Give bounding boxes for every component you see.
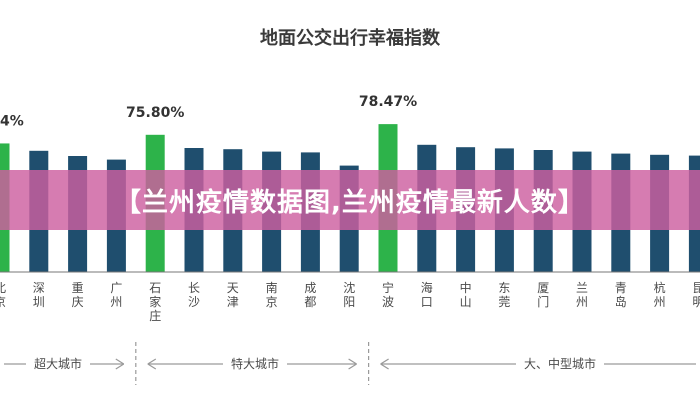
category-label: 青岛 (615, 281, 627, 309)
category-label: 中山 (460, 280, 472, 309)
group-label: 超大城市 (34, 356, 82, 371)
category-label: 杭州 (654, 280, 666, 309)
category-label: 东莞 (498, 281, 510, 309)
category-label: 海口 (421, 280, 433, 309)
category-label: 昆明 (692, 281, 700, 309)
category-label: 兰州 (576, 281, 588, 309)
data-label-宁波: 78.47% (359, 94, 417, 110)
category-label: 天津 (227, 281, 239, 309)
category-label: 厦门 (537, 281, 549, 309)
category-label: 广州 (110, 281, 122, 309)
category-label: 宁波 (382, 280, 394, 309)
category-label: 南京 (266, 280, 278, 309)
arrow-right-icon (348, 358, 357, 370)
data-label-北京: 4% (0, 113, 24, 129)
category-label: 沈阳 (343, 280, 355, 309)
category-label: 成都 (304, 281, 316, 309)
category-label: 石家庄 (149, 281, 161, 323)
category-label: 北京 (0, 281, 6, 309)
arrow-left-icon (380, 358, 389, 370)
category-label: 深圳 (33, 281, 45, 309)
category-label: 重庆 (72, 281, 84, 309)
value-labels-layer: 4% 75.80% 78.47% (0, 94, 417, 129)
chart-title: 地面公交出行幸福指数 (260, 27, 441, 49)
group-label: 特大城市 (231, 356, 279, 371)
title-banner: 【兰州疫情数据图,兰州疫情最新人数】 (0, 170, 700, 230)
banner-text: 【兰州疫情数据图,兰州疫情最新人数】 (115, 187, 585, 218)
arrow-right-icon (115, 358, 125, 370)
group-label: 大、中型城市 (524, 356, 596, 371)
group-brackets-layer: 超大城市 特大城市 大、中型城市 (4, 342, 696, 385)
category-label: 长沙 (188, 281, 200, 309)
arrow-left-icon (147, 358, 157, 370)
data-label-石家庄: 75.80% (126, 105, 184, 121)
